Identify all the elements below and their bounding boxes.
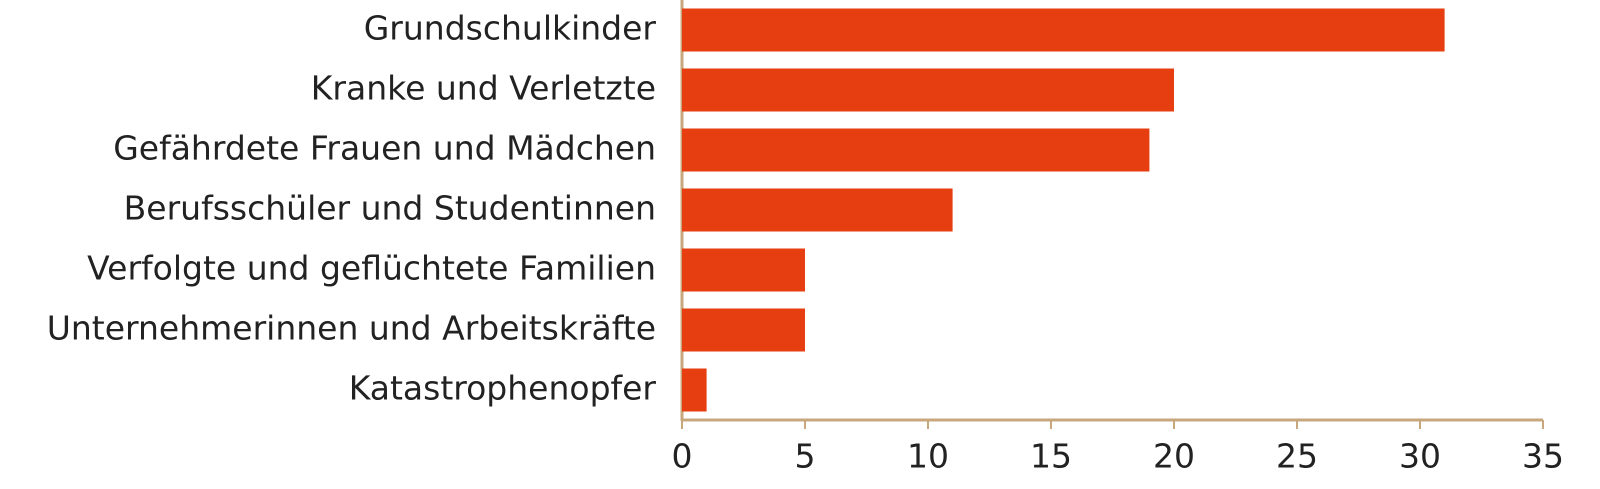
y-tick-label: Grundschulkinder: [364, 9, 657, 48]
y-tick-label: Kranke und Verletzte: [311, 69, 656, 108]
bar: [682, 68, 1174, 112]
x-tick-label: 25: [1276, 437, 1318, 476]
bar: [682, 368, 707, 412]
y-tick-label: Verfolgte und geflüchtete Familien: [87, 249, 656, 288]
y-tick-label: Unternehmerinnen und Arbeitskräfte: [47, 309, 656, 348]
x-tick-label: 5: [795, 437, 816, 476]
x-tick-label: 10: [907, 437, 949, 476]
x-tick-label: 15: [1030, 437, 1072, 476]
y-tick-label: Gefährdete Frauen und Mädchen: [113, 129, 656, 168]
x-tick-label: 30: [1399, 437, 1441, 476]
bar: [682, 128, 1150, 172]
y-tick-label: Berufsschüler und Studentinnen: [124, 189, 656, 228]
bar: [682, 248, 805, 292]
y-tick-label: Katastrophenopfer: [349, 369, 657, 408]
x-tick-label: 20: [1153, 437, 1195, 476]
x-tick-label: 35: [1522, 437, 1564, 476]
bar: [682, 8, 1445, 52]
x-tick-label: 0: [672, 437, 693, 476]
bar: [682, 188, 953, 232]
bar: [682, 308, 805, 352]
